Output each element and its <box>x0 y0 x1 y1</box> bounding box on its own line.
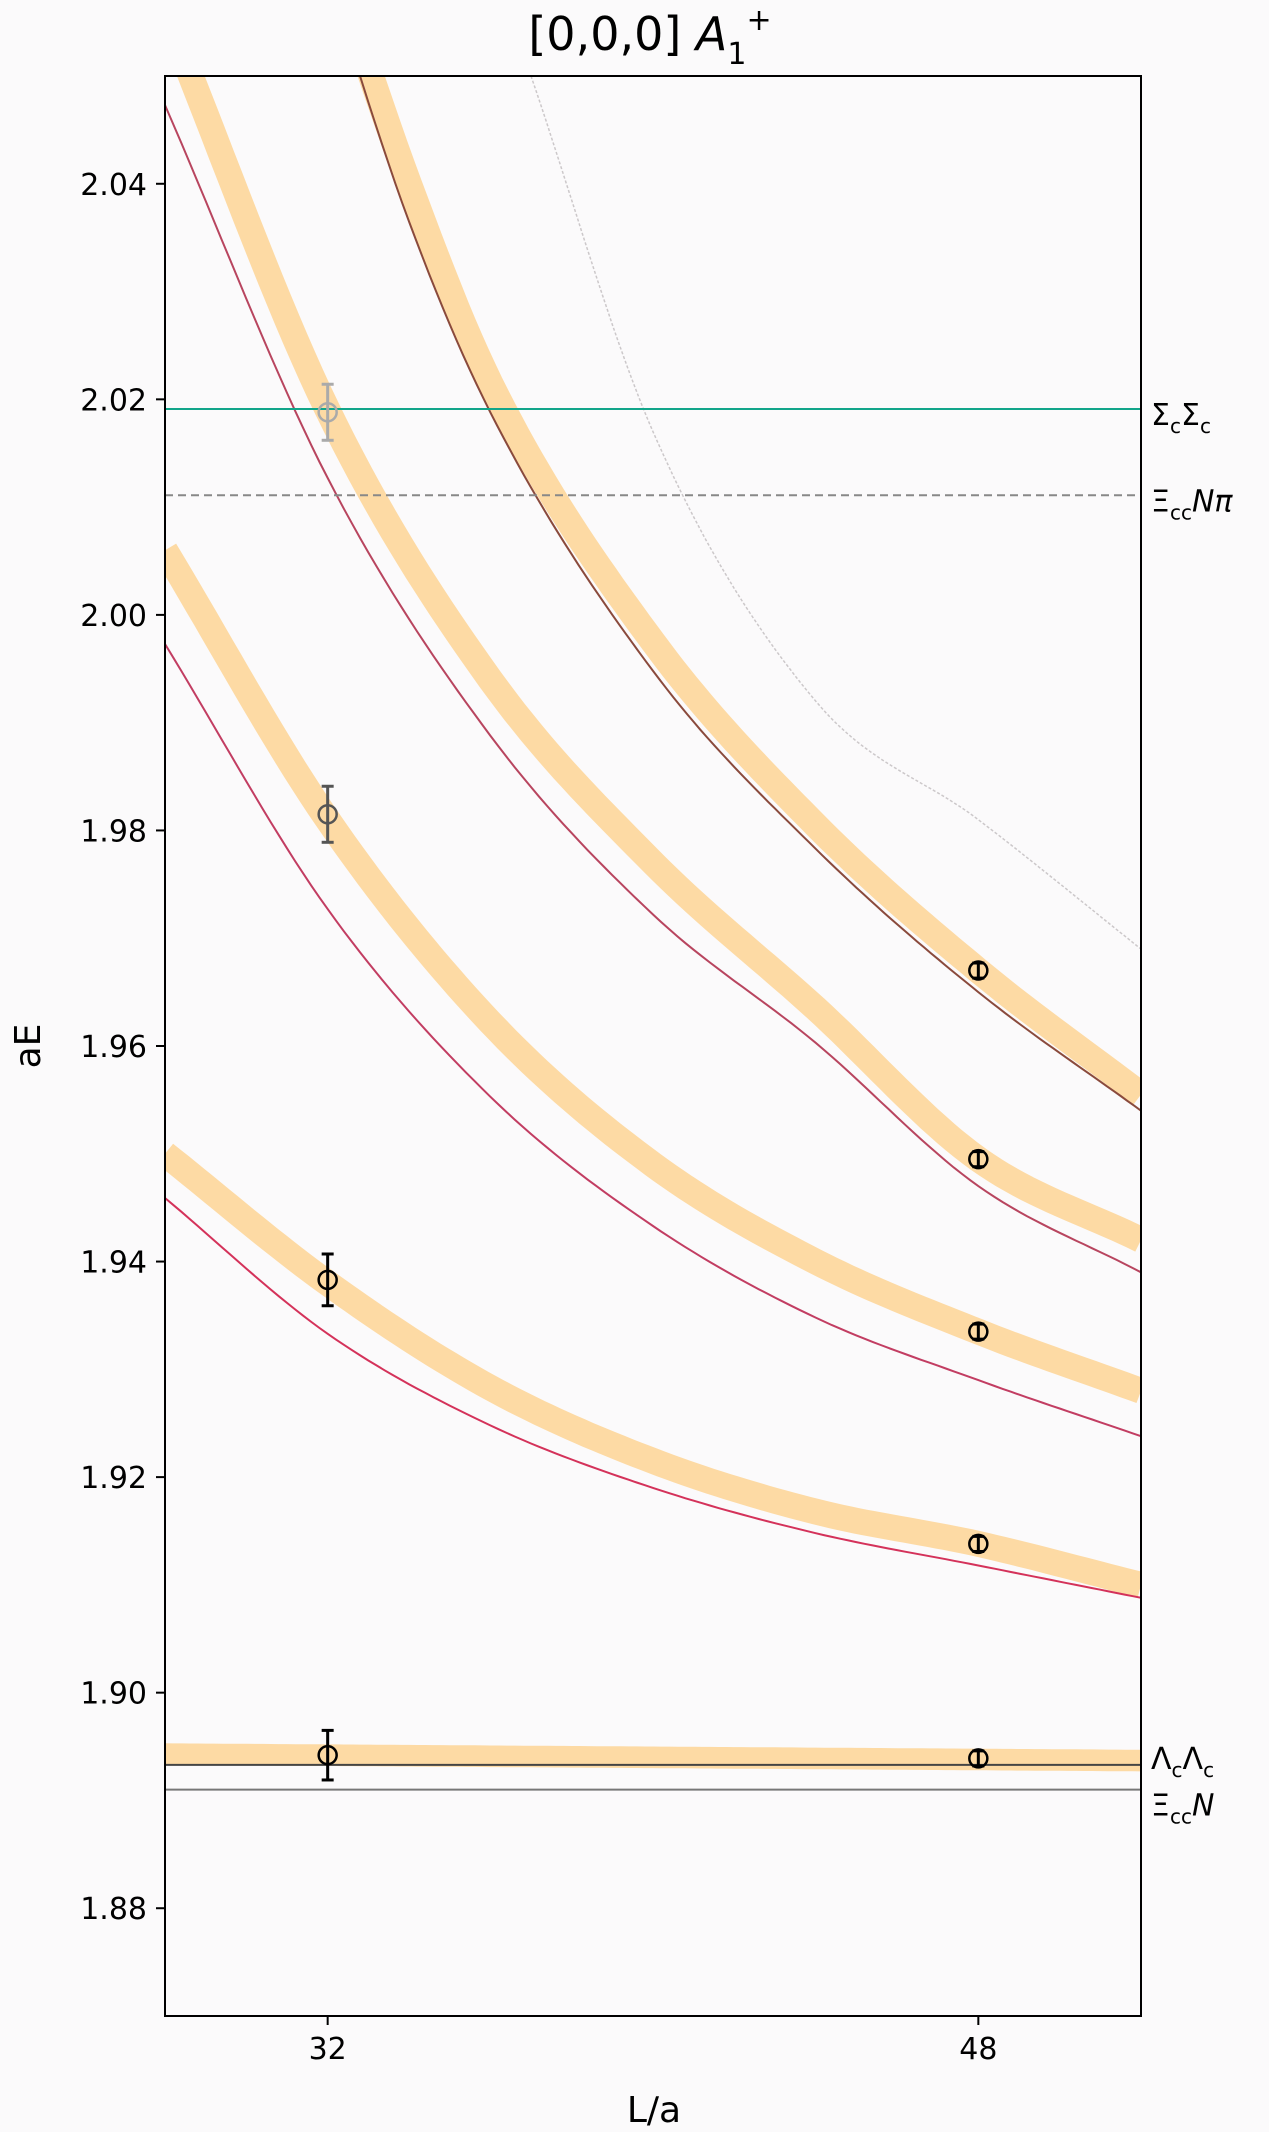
noninteracting-curve-1 <box>165 1197 1141 1599</box>
data-point-2 <box>317 1252 338 1308</box>
data-point-4 <box>317 382 338 442</box>
y-tick-label-6: 1.98 <box>80 814 147 849</box>
upper-faint-curve <box>530 76 1141 950</box>
marker <box>317 1744 338 1766</box>
fit-band-4 <box>357 76 1141 1105</box>
y-tick-label-2: 1.90 <box>80 1677 147 1712</box>
marker <box>968 1748 989 1769</box>
noninteracting-curve-3 <box>165 104 1141 1274</box>
y-axis-label: aE <box>8 1024 49 1069</box>
marker <box>968 960 989 981</box>
data-points <box>317 382 989 1782</box>
data-point-6 <box>968 1533 989 1555</box>
x-axis-label: L/a <box>627 2090 681 2131</box>
y-tick-label-5: 1.96 <box>80 1030 147 1065</box>
y-tick-label-4: 1.94 <box>80 1246 147 1281</box>
y-tick-label-9: 2.04 <box>80 168 147 203</box>
y-axis-ticks: 1.88 1.90 1.92 1.94 1.96 1.98 2.00 2.02 2.04 <box>80 168 165 1927</box>
y-tick-label-1: 1.88 <box>80 1892 147 1927</box>
marker <box>317 402 338 423</box>
marker <box>968 1533 989 1555</box>
data-point-7 <box>968 1321 989 1342</box>
y-tick-label-7: 2.00 <box>80 599 147 634</box>
threshold-labels: ΣcΣc ΞccNπ ΛcΛc ΞccN <box>1151 398 1233 1829</box>
noninteracting-curve-4 <box>358 76 1141 1112</box>
marker <box>968 1148 989 1170</box>
threshold-label-1: ΣcΣc <box>1151 398 1211 438</box>
x-axis-ticks: 32 48 <box>309 2016 997 2067</box>
threshold-label-3: ΛcΛc <box>1151 1742 1214 1782</box>
threshold-label-4: ΞccN <box>1151 1789 1214 1829</box>
marker <box>968 1321 989 1342</box>
y-tick-label-8: 2.02 <box>80 383 147 418</box>
data-point-5 <box>968 1748 989 1769</box>
noninteracting-curve-2 <box>165 643 1141 1438</box>
marker <box>317 804 338 825</box>
threshold-label-2: ΞccNπ <box>1151 484 1233 524</box>
data-point-3 <box>317 784 338 844</box>
data-point-9 <box>968 960 989 981</box>
fit-band-5 <box>165 1743 1141 1772</box>
marker <box>317 1269 338 1291</box>
data-point-8 <box>968 1148 989 1170</box>
data-point-1 <box>317 1728 338 1782</box>
energy-curves <box>165 76 1141 1599</box>
x-tick-label-2: 48 <box>959 2032 997 2067</box>
x-tick-label-1: 32 <box>309 2032 347 2067</box>
y-tick-label-3: 1.92 <box>80 1461 147 1496</box>
